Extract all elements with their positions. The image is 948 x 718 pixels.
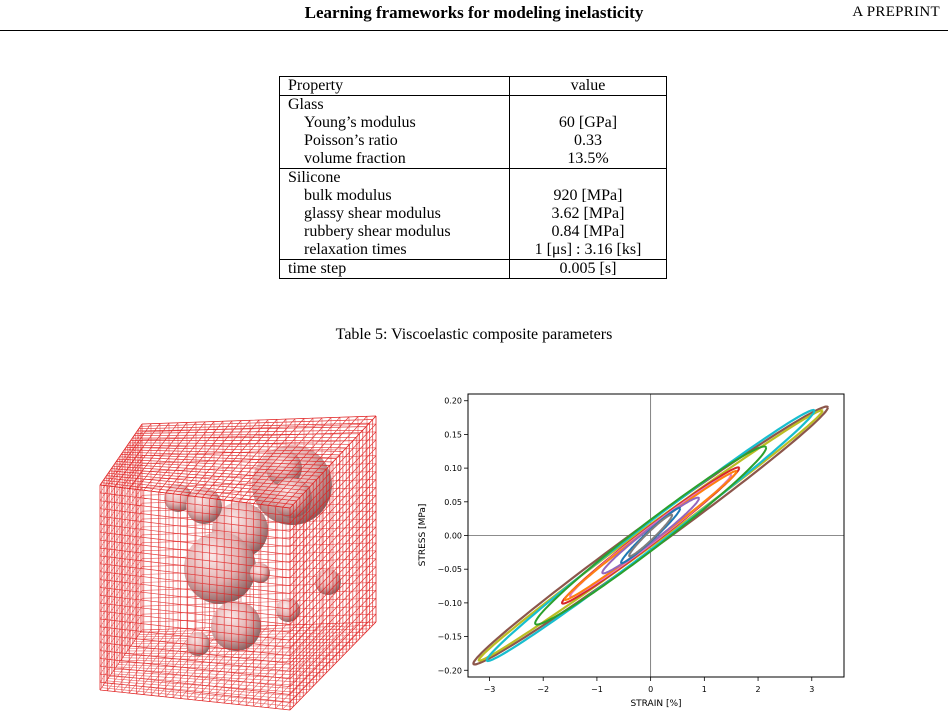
y-axis-ticks: −0.20 −0.15 −0.10 −0.05 0.00 0.05 0.10 0.15 0.20 [437,397,468,675]
x-axis-label: STRAIN [%] [630,699,681,709]
table-row: relaxation times 1 [μs] : 3.16 [ks] [279,241,667,260]
y-tick-label: 0.00 [444,532,462,541]
y-tick-label: −0.20 [437,666,462,675]
row-value: 13.5% [509,150,667,169]
row-value: 0.84 [MPa] [509,223,667,241]
table-row: time step 0.005 [s] [279,259,667,279]
table-row: Poisson’s ratio 0.33 [279,132,667,150]
y-tick-label: 0.20 [444,397,462,406]
table-caption: Table 5: Viscoelastic composite paramete… [335,326,613,343]
row-label: relaxation times [279,241,510,260]
y-tick-label: 0.15 [444,430,462,439]
y-tick-label: −0.10 [437,599,462,608]
section-name: Silicone [279,168,510,187]
col-header-property: Property [279,76,510,96]
row-value: 3.62 [MPa] [509,205,667,223]
header-rule [0,30,948,31]
x-tick-label: −2 [537,685,549,694]
hysteresis-loop-7 [563,470,738,601]
table-row: bulk modulus 920 [MPa] [279,187,667,205]
row-value: 60 [GPa] [509,114,667,132]
x-tick-label: −1 [591,685,603,694]
parameters-table: Property value Glass Young’s modulus 60 … [279,76,667,279]
y-tick-label: −0.15 [437,633,462,642]
row-value: 1 [μs] : 3.16 [ks] [509,241,667,260]
table-row: volume fraction 13.5% [279,150,667,169]
section-name: Glass [279,95,510,114]
preprint-label: A PREPRINT [852,4,940,20]
y-axis-label: STRESS [MPa] [418,504,428,567]
row-value: 0.005 [s] [509,259,667,279]
x-tick-label: 3 [809,685,814,694]
col-header-value: value [509,76,667,96]
table-row: Young’s modulus 60 [GPa] [279,114,667,132]
row-label: rubbery shear modulus [279,223,510,241]
y-tick-label: 0.05 [444,498,462,507]
row-label: glassy shear modulus [279,205,510,223]
row-label: time step [279,259,510,279]
cube-front-faces [99,415,377,711]
x-tick-label: 2 [756,685,761,694]
row-label: Young’s modulus [279,114,510,132]
x-axis-ticks: −3 −2 −1 0 1 2 3 [484,677,814,694]
x-tick-label: 0 [648,685,653,694]
table-row: glassy shear modulus 3.62 [MPa] [279,205,667,223]
row-label: volume fraction [279,150,510,169]
page-header: Learning frameworks for modeling inelast… [0,0,948,36]
section-row: Silicone [279,168,667,187]
composite-mesh-figure [99,415,377,711]
hysteresis-loop-4 [534,445,768,626]
table-header-row: Property value [279,76,667,96]
x-tick-label: −3 [484,685,496,694]
y-tick-label: 0.10 [444,464,462,473]
y-tick-label: −0.05 [437,565,462,574]
running-title: Learning frameworks for modeling inelast… [304,3,644,22]
hysteresis-loop-10 [628,513,674,558]
row-label: bulk modulus [279,187,510,205]
row-label: Poisson’s ratio [279,132,510,150]
table-row: rubbery shear modulus 0.84 [MPa] [279,223,667,241]
row-value: 0.33 [509,132,667,150]
x-tick-label: 1 [702,685,707,694]
row-value: 920 [MPa] [509,187,667,205]
stress-strain-chart: −0.20 −0.15 −0.10 −0.05 0.00 0.05 0.10 0.15 0.20… [418,393,845,709]
section-row: Glass [279,95,667,114]
